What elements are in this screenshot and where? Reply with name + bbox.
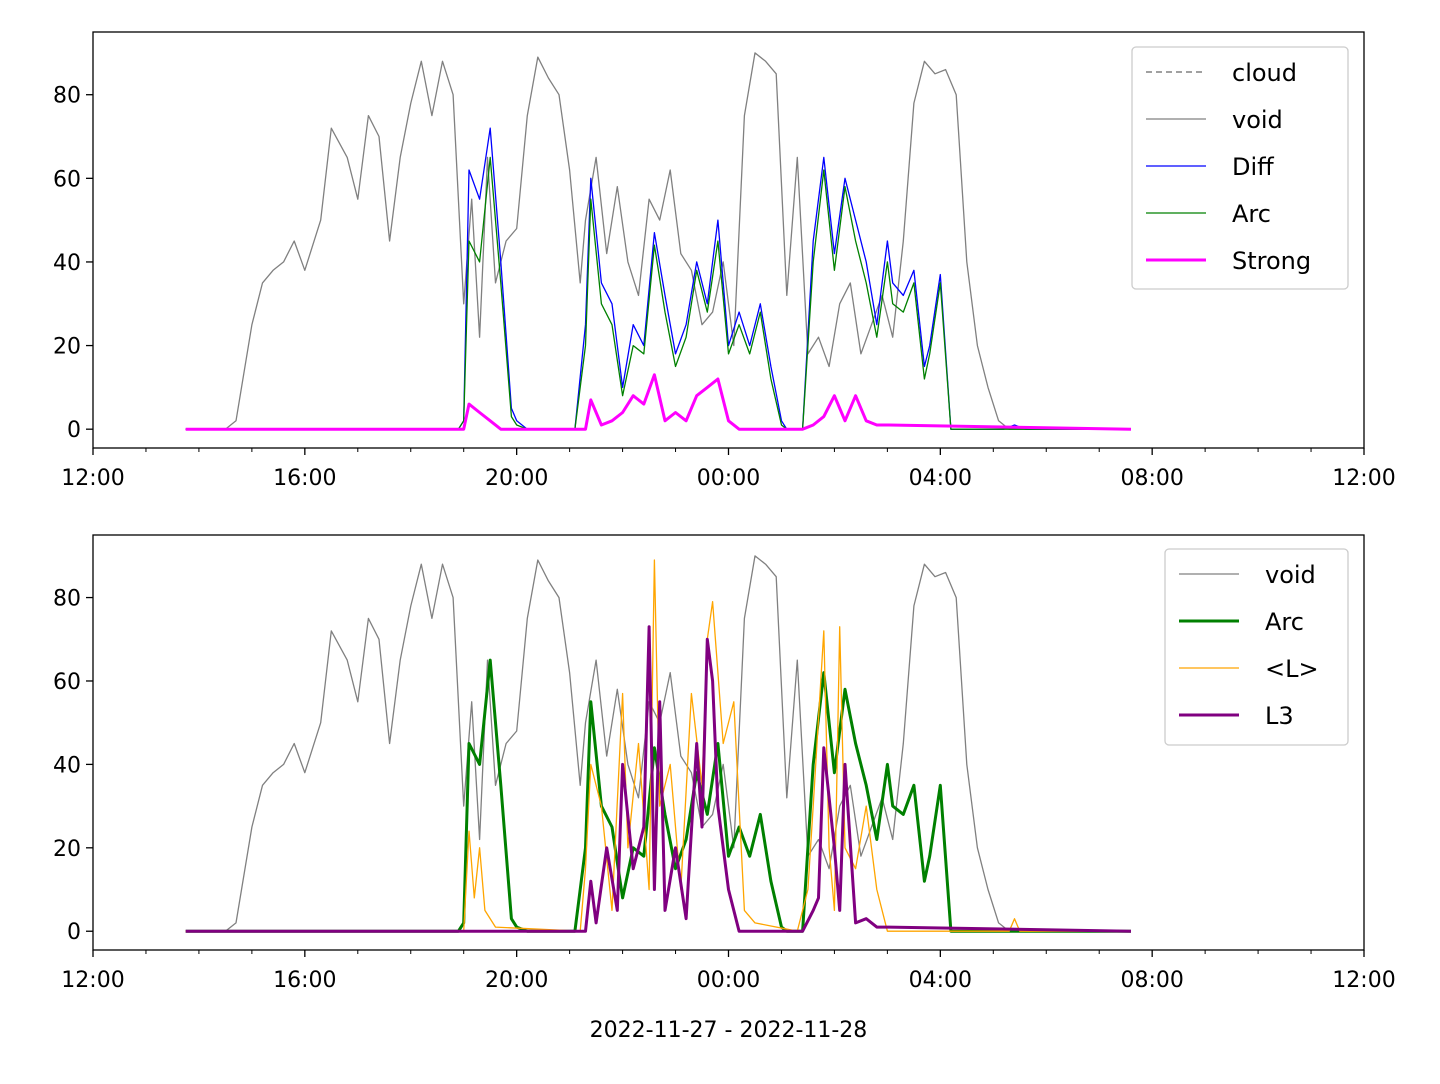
legend-label: void: [1265, 561, 1316, 589]
x-tick-label: 12:00: [61, 466, 124, 491]
y-tick-label: 40: [53, 251, 81, 276]
y-tick-label: 20: [53, 335, 81, 360]
y-tick-label: 0: [67, 920, 81, 945]
x-tick-label: 04:00: [909, 968, 972, 993]
chart-panel-2: 0 20 40 60 80 12:00 16:00 20:00 00:00 04:00 08:00 1…: [53, 534, 1396, 1043]
x-axis-label: 2022-11-27 - 2022-11-28: [590, 1018, 868, 1043]
legend-label: Diff: [1232, 153, 1274, 181]
legend-box: [1131, 46, 1349, 290]
y-tick-label: 40: [53, 753, 81, 778]
series-group: [185, 52, 1132, 431]
y-tick-label: 60: [53, 670, 81, 695]
series-line-arc: [185, 658, 1131, 933]
legend-label: void: [1232, 106, 1283, 134]
legend-label: Arc: [1232, 200, 1271, 228]
series-line-void: [185, 52, 1131, 430]
x-tick-label: 16:00: [273, 466, 336, 491]
legend: cloud void Diff Arc Strong: [1131, 46, 1349, 290]
series-line-arc: [185, 156, 1131, 430]
series-line-l3: [185, 625, 1132, 933]
legend-box: [1164, 548, 1349, 746]
series-line-strong: [185, 373, 1132, 431]
series-line-void: [185, 555, 1131, 932]
x-tick-label: 12:00: [1332, 466, 1395, 491]
x-tick-label: 12:00: [61, 968, 124, 993]
x-tick-label: 08:00: [1120, 968, 1183, 993]
chart-panel-1: 0 20 40 60 80 12:00 16:00 20:00 00:00 04:00 08:00 1…: [53, 31, 1396, 491]
legend-label: L3: [1265, 702, 1294, 730]
series-group: [185, 555, 1132, 933]
series-line-diff: [185, 127, 1131, 430]
x-tick-label: 20:00: [485, 968, 548, 993]
legend-label: cloud: [1232, 59, 1297, 87]
x-tick-label: 20:00: [485, 466, 548, 491]
legend-label: <L>: [1265, 655, 1319, 683]
x-tick-label: 04:00: [909, 466, 972, 491]
x-tick-label: 08:00: [1120, 466, 1183, 491]
x-tick-label: 00:00: [697, 968, 760, 993]
y-tick-label: 0: [67, 418, 81, 443]
y-tick-label: 80: [53, 84, 81, 109]
y-tick-label: 60: [53, 167, 81, 192]
x-tick-label: 00:00: [697, 466, 760, 491]
y-tick-label: 80: [53, 587, 81, 612]
legend: void Arc <L> L3: [1164, 548, 1349, 746]
x-tick-label: 12:00: [1332, 968, 1395, 993]
legend-label: Arc: [1265, 608, 1304, 636]
x-tick-label: 16:00: [273, 968, 336, 993]
y-tick-label: 20: [53, 837, 81, 862]
legend-label: Strong: [1232, 247, 1311, 275]
